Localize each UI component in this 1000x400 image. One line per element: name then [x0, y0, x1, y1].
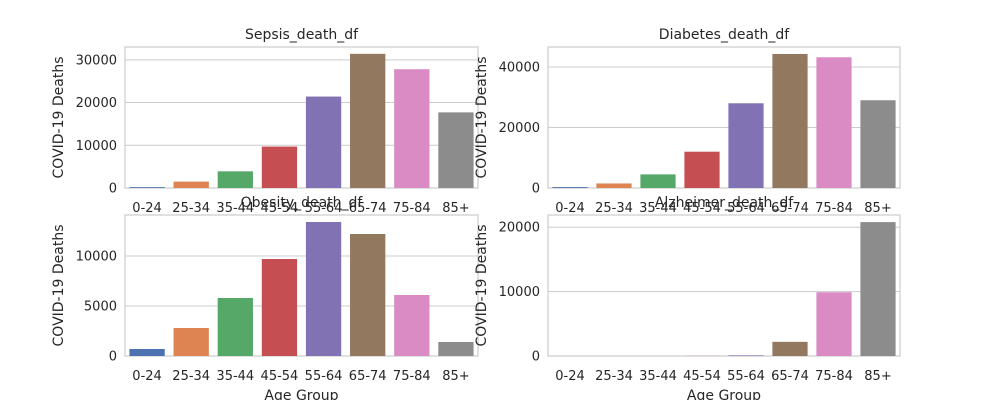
diabetes-y-tick-label: 0 — [532, 182, 540, 197]
diabetes-x-tick-label: 0-24 — [555, 201, 585, 216]
obesity-y-tick-label: 0 — [109, 350, 117, 365]
diabetes-bar-55-64 — [728, 103, 764, 188]
sepsis-x-tick-label: 35-44 — [216, 201, 254, 216]
sepsis-chart-title: Sepsis_death_df — [245, 27, 359, 43]
alzheimer-y-axis-label: COVID-19 Deaths — [474, 225, 490, 347]
sepsis-bar-75-84 — [394, 69, 430, 188]
sepsis-bar-65-74 — [350, 53, 386, 188]
alzheimer-chart-panel: 0 10000 20000 0-24 25-34 35-44 45-54 55-64 65-74… — [474, 195, 901, 400]
sepsis-bar-35-44 — [217, 171, 253, 188]
sepsis-y-tick-label: 0 — [109, 182, 117, 197]
diabetes-y-tick-label: 40000 — [499, 60, 540, 75]
obesity-x-tick-label: 85+ — [442, 369, 469, 384]
diabetes-x-tick-label: 25-34 — [595, 201, 633, 216]
obesity-x-tick-label: 55-64 — [305, 369, 343, 384]
sepsis-y-tick-label: 20000 — [76, 96, 117, 111]
alzheimer-bar-75-84 — [816, 292, 852, 356]
diabetes-bar-35-44 — [640, 174, 676, 188]
sepsis-bar-25-34 — [173, 181, 209, 188]
diabetes-bar-75-84 — [816, 57, 852, 188]
sepsis-x-tick-label: 55-64 — [305, 201, 343, 216]
diabetes-bar-45-54 — [684, 151, 720, 188]
sepsis-y-tick-label: 10000 — [76, 139, 117, 154]
alzheimer-x-tick-label: 45-54 — [683, 369, 721, 384]
alzheimer-y-tick-label: 0 — [532, 350, 540, 365]
obesity-bar-0-24 — [129, 349, 165, 356]
alzheimer-x-tick-label: 0-24 — [555, 369, 585, 384]
diabetes-x-tick-label: 55-64 — [727, 201, 765, 216]
alzheimer-x-tick-label: 65-74 — [771, 369, 809, 384]
alzheimer-x-axis-label: Age Group — [687, 388, 761, 400]
diabetes-chart-panel: 0 20000 40000 0-24 25-34 35-44 45-54 55-64 65-74… — [474, 27, 901, 216]
diabetes-y-tick-label: 20000 — [499, 121, 540, 136]
obesity-bar-25-34 — [173, 328, 209, 356]
sepsis-bar-0-24 — [129, 187, 165, 188]
obesity-bar-35-44 — [217, 298, 253, 356]
diabetes-x-tick-label: 65-74 — [771, 201, 809, 216]
obesity-chart-title: Obesity_death_df — [241, 195, 364, 211]
sepsis-x-tick-label: 75-84 — [393, 201, 431, 216]
sepsis-x-tick-label: 25-34 — [172, 201, 210, 216]
obesity-bar-45-54 — [261, 259, 298, 356]
sepsis-x-tick-label: 45-54 — [261, 201, 299, 216]
obesity-y-axis-label: COVID-19 Deaths — [51, 225, 67, 347]
diabetes-bar-0-24 — [552, 187, 588, 188]
diabetes-bar-65-74 — [772, 53, 808, 188]
obesity-x-tick-label: 0-24 — [132, 369, 162, 384]
sepsis-bar-45-54 — [261, 146, 298, 188]
alzheimer-chart-title: Alzheimer_death_df — [655, 195, 795, 211]
sepsis-y-axis-label: COVID-19 Deaths — [51, 57, 67, 179]
diabetes-bar-25-34 — [596, 183, 632, 188]
obesity-x-tick-label: 35-44 — [216, 369, 254, 384]
alzheimer-x-tick-label: 85+ — [864, 369, 891, 384]
alzheimer-x-tick-label: 35-44 — [639, 369, 677, 384]
alzheimer-bar-55-64 — [728, 355, 764, 356]
sepsis-chart-panel: 0 10000 20000 30000 0-24 25-34 35-44 45-54 55-64… — [51, 27, 479, 216]
sepsis-bar-85+ — [438, 112, 474, 188]
obesity-x-tick-label: 75-84 — [393, 369, 431, 384]
diabetes-x-tick-label: 35-44 — [639, 201, 677, 216]
alzheimer-x-tick-label: 75-84 — [815, 369, 853, 384]
sepsis-bar-55-64 — [305, 96, 342, 188]
diabetes-x-tick-label: 85+ — [864, 201, 891, 216]
obesity-x-tick-label: 65-74 — [349, 369, 387, 384]
obesity-y-tick-label: 10000 — [76, 250, 117, 265]
sepsis-x-tick-label: 0-24 — [132, 201, 162, 216]
obesity-bar-75-84 — [394, 295, 430, 356]
diabetes-chart-title: Diabetes_death_df — [659, 27, 790, 43]
diabetes-x-tick-label: 45-54 — [683, 201, 721, 216]
sepsis-x-tick-label: 85+ — [442, 201, 469, 216]
obesity-x-axis-label: Age Group — [264, 388, 338, 400]
alzheimer-y-tick-label: 10000 — [499, 285, 540, 300]
alzheimer-x-tick-label: 55-64 — [727, 369, 765, 384]
sepsis-y-tick-label: 30000 — [76, 53, 117, 68]
diabetes-bar-85+ — [860, 100, 896, 188]
obesity-bar-85+ — [438, 342, 474, 356]
alzheimer-y-tick-label: 20000 — [499, 221, 540, 236]
sepsis-x-tick-label: 65-74 — [349, 201, 387, 216]
obesity-x-tick-label: 45-54 — [261, 369, 299, 384]
obesity-x-tick-label: 25-34 — [172, 369, 210, 384]
obesity-bar-55-64 — [305, 222, 342, 356]
diabetes-x-tick-label: 75-84 — [815, 201, 853, 216]
alzheimer-bar-65-74 — [772, 341, 808, 356]
alzheimer-x-tick-label: 25-34 — [595, 369, 633, 384]
obesity-y-tick-label: 5000 — [84, 300, 117, 315]
obesity-bar-65-74 — [350, 234, 386, 356]
obesity-chart-panel: 0 5000 10000 0-24 25-34 35-44 45-54 55-64 65-74 7… — [51, 195, 479, 400]
alzheimer-bar-85+ — [860, 222, 896, 356]
diabetes-y-axis-label: COVID-19 Deaths — [474, 57, 490, 179]
